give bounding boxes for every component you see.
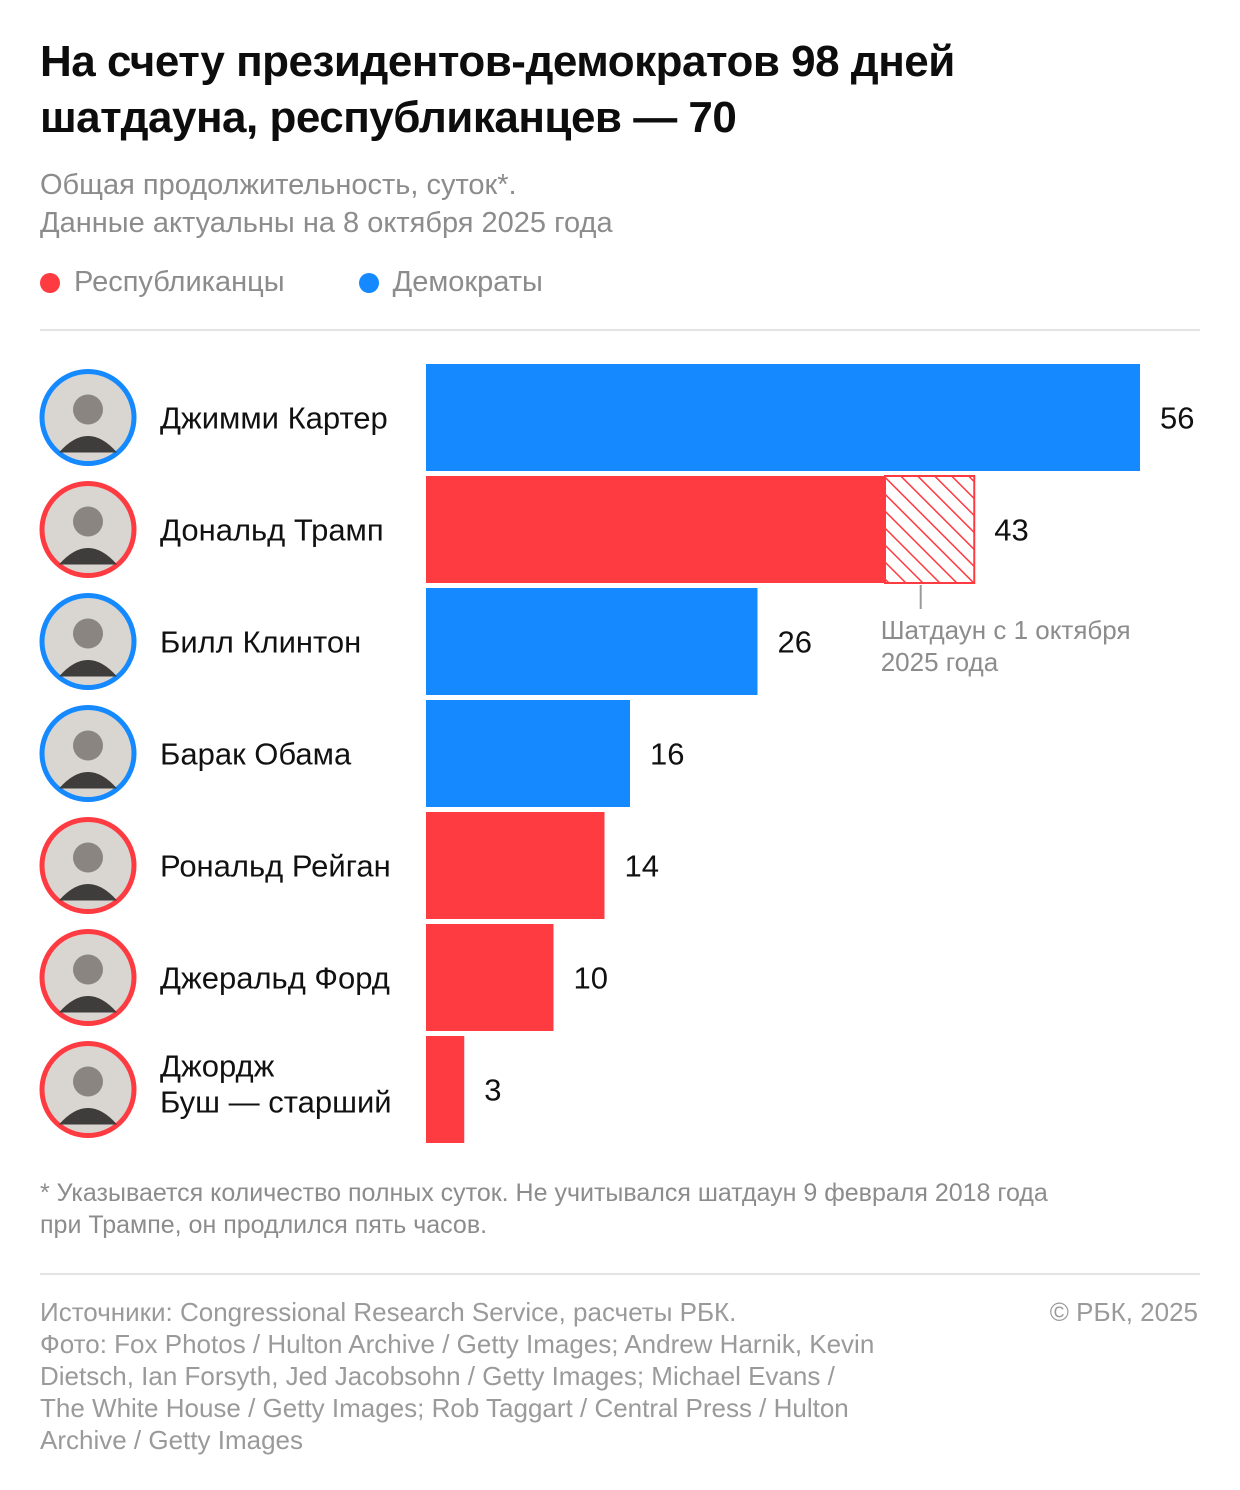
avatar-body-icon [59,996,117,1013]
category-label: Буш — старший [160,1085,392,1120]
bar-chart: Джимми Картер 56 Дональд Трамп Шатдаун с 1 … [39,364,1194,1143]
category-label: Джимми Картер [160,401,388,436]
avatar-head-icon [73,730,103,761]
legend-item-democrats: Демократы [358,266,543,299]
category-label: Джеральд Форд [160,961,390,996]
value-label: 43 [994,513,1028,548]
value-label: 3 [484,1073,501,1108]
avatar-head-icon [73,506,103,537]
sources-line: Фото: Fox Photos / Hulton Archive / Gett… [40,1329,875,1359]
sources: Источники: Congressional Research Servic… [40,1296,1020,1456]
legend-label-republicans: Республиканцы [74,266,285,298]
avatar-body-icon [59,772,117,789]
sources-line: Dietsch, Ian Forsyth, Jed Jacobsohn / Ge… [40,1361,835,1391]
value-label: 56 [1160,401,1194,436]
annotation-text: 2025 года [881,647,999,677]
avatar-body-icon [59,660,117,677]
bar [426,812,605,919]
legend-dot-republicans [40,272,60,293]
annotation-text: Шатдаун с 1 октября [881,615,1131,645]
avatar-body-icon [59,436,117,453]
category-label: Рональд Рейган [160,849,391,884]
avatar-head-icon [73,954,103,985]
sources-line: Archive / Getty Images [40,1425,303,1455]
avatar-head-icon [73,842,103,873]
category-label: Дональд Трамп [160,513,384,548]
bar [426,476,975,583]
footnote-line: при Трампе, он продлился пять часов. [40,1211,488,1239]
avatar-head-icon [73,394,103,425]
category-label: Билл Клинтон [160,625,361,660]
subtitle-line: Общая продолжительность, суток*. [40,169,517,201]
avatar-body-icon [59,1108,117,1125]
bar [426,364,1140,471]
legend-item-republicans: Республиканцы [40,266,285,299]
bottom-divider [40,1273,1200,1275]
bar-hatched-segment [884,475,976,584]
sources-line: Источники: Congressional Research Servic… [40,1297,737,1327]
sources-line: The White House / Getty Images; Rob Tagg… [40,1393,849,1423]
category-label: Джордж [160,1049,275,1084]
chart-title: На счету президентов-демократов 98 дней … [40,34,1200,146]
copyright: © РБК, 2025 [1049,1297,1198,1327]
value-label: 26 [778,625,812,660]
avatar-head-icon [73,1066,103,1097]
value-label: 14 [625,849,659,884]
subtitle-line: Данные актуальны на 8 октября 2025 года [40,207,613,239]
avatar-head-icon [73,618,103,649]
avatar-body-icon [59,884,117,901]
footnote: * Указывается количество полных суток. Н… [40,1177,1210,1241]
bar [426,1036,465,1143]
top-divider [40,329,1200,331]
value-label: 16 [650,737,684,772]
bar [426,700,630,807]
avatar-body-icon [59,548,117,565]
legend-label-democrats: Демократы [392,266,543,298]
chart-subtitle: Общая продолжительность, суток*. Данные … [40,166,613,242]
legend-dot-democrats [358,272,379,293]
value-label: 10 [574,961,608,996]
chart-title-line: шатдауна, республиканцев — 70 [40,93,737,142]
bar [426,588,758,695]
category-label: Барак Обама [160,737,352,772]
chart-title-line: На счету президентов-демократов 98 дней [40,37,955,86]
bar [426,924,554,1031]
legend: Республиканцы Демократы [40,266,617,299]
footnote-line: * Указывается количество полных суток. Н… [40,1179,1048,1207]
